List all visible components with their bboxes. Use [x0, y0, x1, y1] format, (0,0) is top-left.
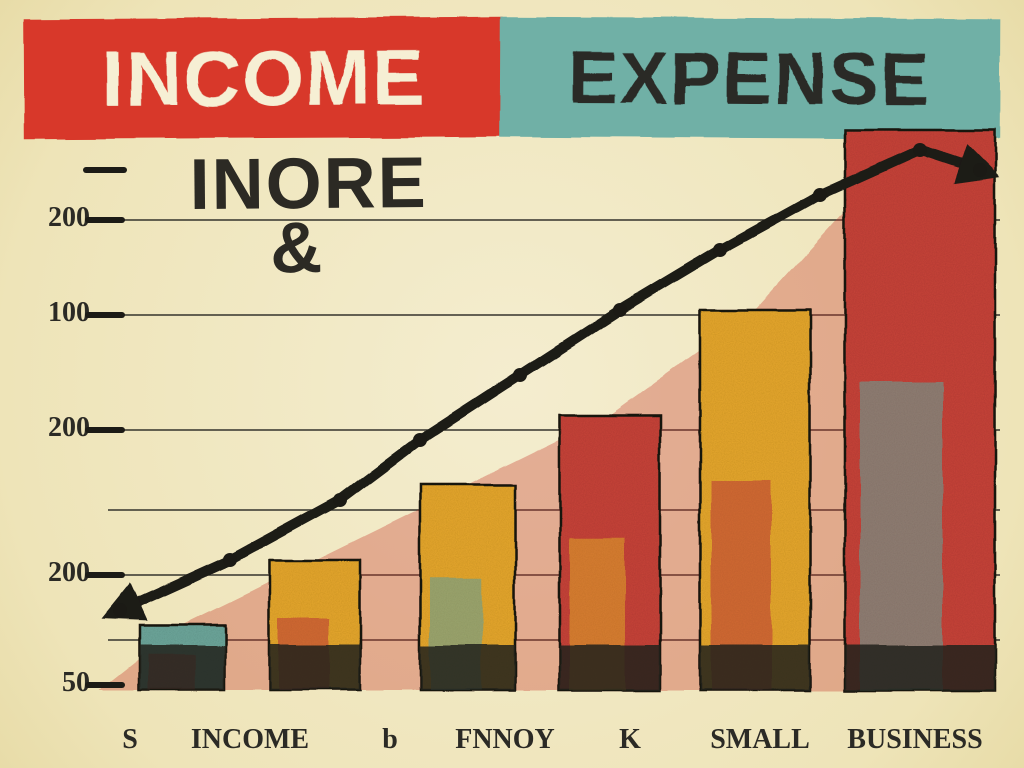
- bar: [700, 310, 810, 690]
- x-tick-label: SMALL: [710, 724, 810, 756]
- bar: [845, 130, 995, 690]
- x-tick-label: BUSINESS: [847, 724, 982, 756]
- bar: [560, 415, 660, 690]
- y-tick-label: 200: [20, 557, 90, 589]
- x-tick-label: b: [382, 724, 398, 756]
- title-income-text: INCOME: [102, 32, 426, 125]
- bar: [140, 625, 225, 690]
- x-tick-label: S: [122, 724, 138, 756]
- x-tick-label: FNNOY: [455, 724, 555, 756]
- y-tick-label: 50: [20, 667, 90, 699]
- y-tick-label: 200: [20, 202, 90, 234]
- chart-canvas: [100, 140, 1004, 710]
- y-tick-label: 200: [20, 412, 90, 444]
- title-expense-text: EXPENSE: [568, 35, 932, 122]
- bar: [420, 485, 515, 690]
- x-tick-label: INCOME: [191, 724, 309, 756]
- y-tick-label: 100: [20, 297, 90, 329]
- bar: [270, 560, 360, 690]
- title-income-banner: INCOME: [24, 17, 505, 140]
- title-expense-banner: EXPENSE: [500, 17, 1001, 140]
- infographic-page: INCOME EXPENSE INORE & 20010020020050 SI…: [0, 0, 1024, 768]
- x-tick-label: K: [619, 724, 641, 756]
